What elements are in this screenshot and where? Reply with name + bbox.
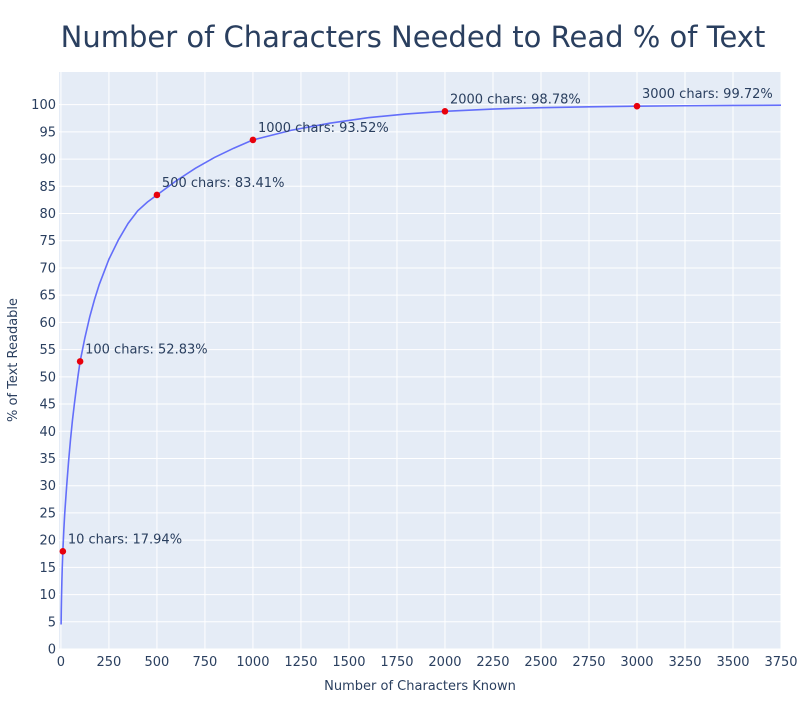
y-tick-label: 70 [39,261,56,276]
chart-title: Number of Characters Needed to Read % of… [61,20,766,54]
x-tick-label: 2000 [428,655,461,670]
x-tick-label: 3500 [716,655,749,670]
data-point-marker [59,548,67,555]
x-tick-label: 250 [97,655,122,670]
data-point-label: 100 chars: 52.83% [85,342,208,357]
y-tick-label: 5 [48,615,56,630]
y-tick-label: 35 [39,452,56,467]
y-tick-label: 0 [48,643,56,658]
x-axis-ticks: 0 250 500 750 1000 1250 1500 1750 2000 2250 2500 27… [57,655,798,670]
x-tick-label: 750 [193,655,218,670]
y-tick-label: 100 [31,98,56,113]
y-tick-label: 95 [39,125,56,140]
y-tick-label: 90 [39,153,56,168]
data-point-label: 3000 chars: 99.72% [642,87,773,102]
y-tick-label: 50 [39,370,56,385]
y-axis-ticks: 0 5 10 15 20 25 30 35 40 45 50 55 60 65 70 75 80 85 90 95 10… [31,98,56,657]
x-tick-label: 3750 [764,655,797,670]
x-tick-label: 1750 [380,655,413,670]
x-tick-label: 500 [145,655,170,670]
y-tick-label: 65 [39,289,56,304]
data-point-label: 1000 chars: 93.52% [258,121,389,136]
data-point-label: 2000 chars: 98.78% [450,92,581,107]
x-tick-label: 3000 [620,655,653,670]
y-tick-label: 60 [39,316,56,331]
plot-background [59,72,781,649]
y-tick-label: 25 [39,506,56,521]
data-point-marker [249,136,257,144]
y-tick-label: 45 [39,398,56,413]
data-point-label: 10 chars: 17.94% [68,532,182,547]
data-point-marker [153,191,161,199]
y-axis-label: % of Text Readable [6,298,21,422]
y-tick-label: 10 [39,588,56,603]
y-tick-label: 20 [39,534,56,549]
y-tick-label: 40 [39,425,56,440]
data-markers: 10 chars: 17.94% 100 chars: 52.83% 500 cha… [59,87,773,555]
data-point-label: 500 chars: 83.41% [162,176,285,191]
y-tick-label: 30 [39,479,56,494]
y-tick-label: 15 [39,561,56,576]
x-tick-label: 1250 [284,655,317,670]
data-point-marker [633,102,641,110]
x-tick-label: 1500 [332,655,365,670]
x-tick-label: 1000 [236,655,269,670]
gridlines [59,72,782,650]
x-tick-label: 3250 [668,655,701,670]
y-tick-label: 80 [39,207,56,222]
x-axis-label: Number of Characters Known [324,679,516,694]
x-tick-label: 2500 [524,655,557,670]
y-tick-label: 55 [39,343,56,358]
x-tick-label: 2750 [572,655,605,670]
data-point-marker [76,358,84,365]
y-tick-label: 75 [39,234,56,249]
x-tick-label: 0 [57,655,65,670]
data-point-marker [441,108,449,115]
x-tick-label: 2250 [476,655,509,670]
y-tick-label: 85 [39,180,56,195]
